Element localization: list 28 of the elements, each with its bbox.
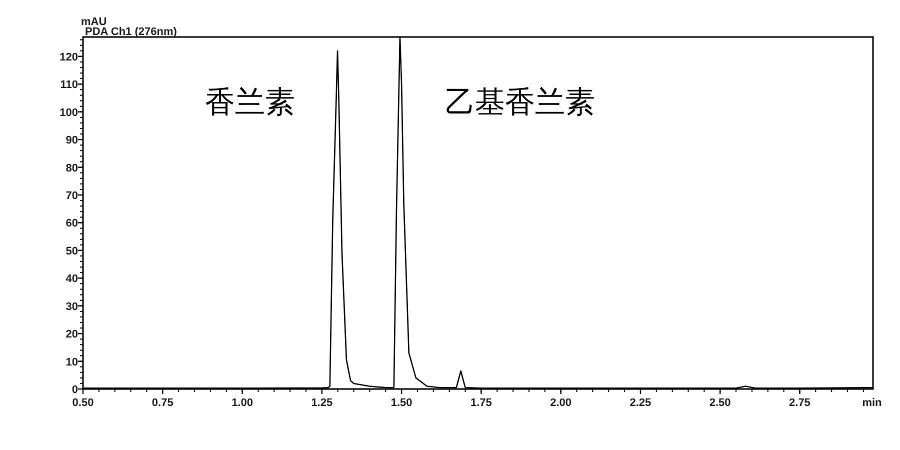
y-tick-label: 80 bbox=[66, 162, 78, 174]
x-tick-label: 2.00 bbox=[550, 397, 572, 409]
x-tick-label: 2.75 bbox=[789, 397, 810, 409]
x-tick-label: 1.75 bbox=[470, 397, 492, 409]
y-tick-label: 10 bbox=[66, 356, 78, 368]
y-tick-label: 70 bbox=[66, 190, 78, 202]
annotation: 香兰素 bbox=[205, 86, 295, 119]
y-tick-label: 40 bbox=[66, 273, 78, 286]
annotation: 乙基香兰素 bbox=[445, 86, 595, 119]
x-tick-label: 1.25 bbox=[311, 397, 333, 409]
chart-subtitle: PDA Ch1 (276nm) bbox=[85, 26, 178, 38]
x-tick-label: 1.00 bbox=[232, 397, 253, 409]
x-axis-title: min bbox=[862, 397, 882, 409]
x-tick-label: 0.50 bbox=[72, 397, 94, 409]
x-tick-label: 2.25 bbox=[630, 397, 652, 409]
y-axis-title: mAU bbox=[81, 16, 107, 28]
y-tick-label: 100 bbox=[60, 106, 78, 119]
y-tick-label: 60 bbox=[66, 218, 78, 230]
y-tick-label: 90 bbox=[66, 134, 78, 147]
x-tick-label: 0.75 bbox=[152, 397, 174, 409]
y-tick-label: 120 bbox=[60, 51, 78, 64]
y-tick-label: 50 bbox=[66, 245, 78, 258]
y-tick-label: 0 bbox=[72, 384, 78, 396]
x-tick-label: 1.50 bbox=[390, 397, 412, 409]
x-tick-label: 2.50 bbox=[709, 397, 731, 409]
y-tick-label: 30 bbox=[66, 300, 78, 313]
y-tick-label: 110 bbox=[60, 79, 78, 92]
y-tick-label: 20 bbox=[66, 328, 78, 341]
